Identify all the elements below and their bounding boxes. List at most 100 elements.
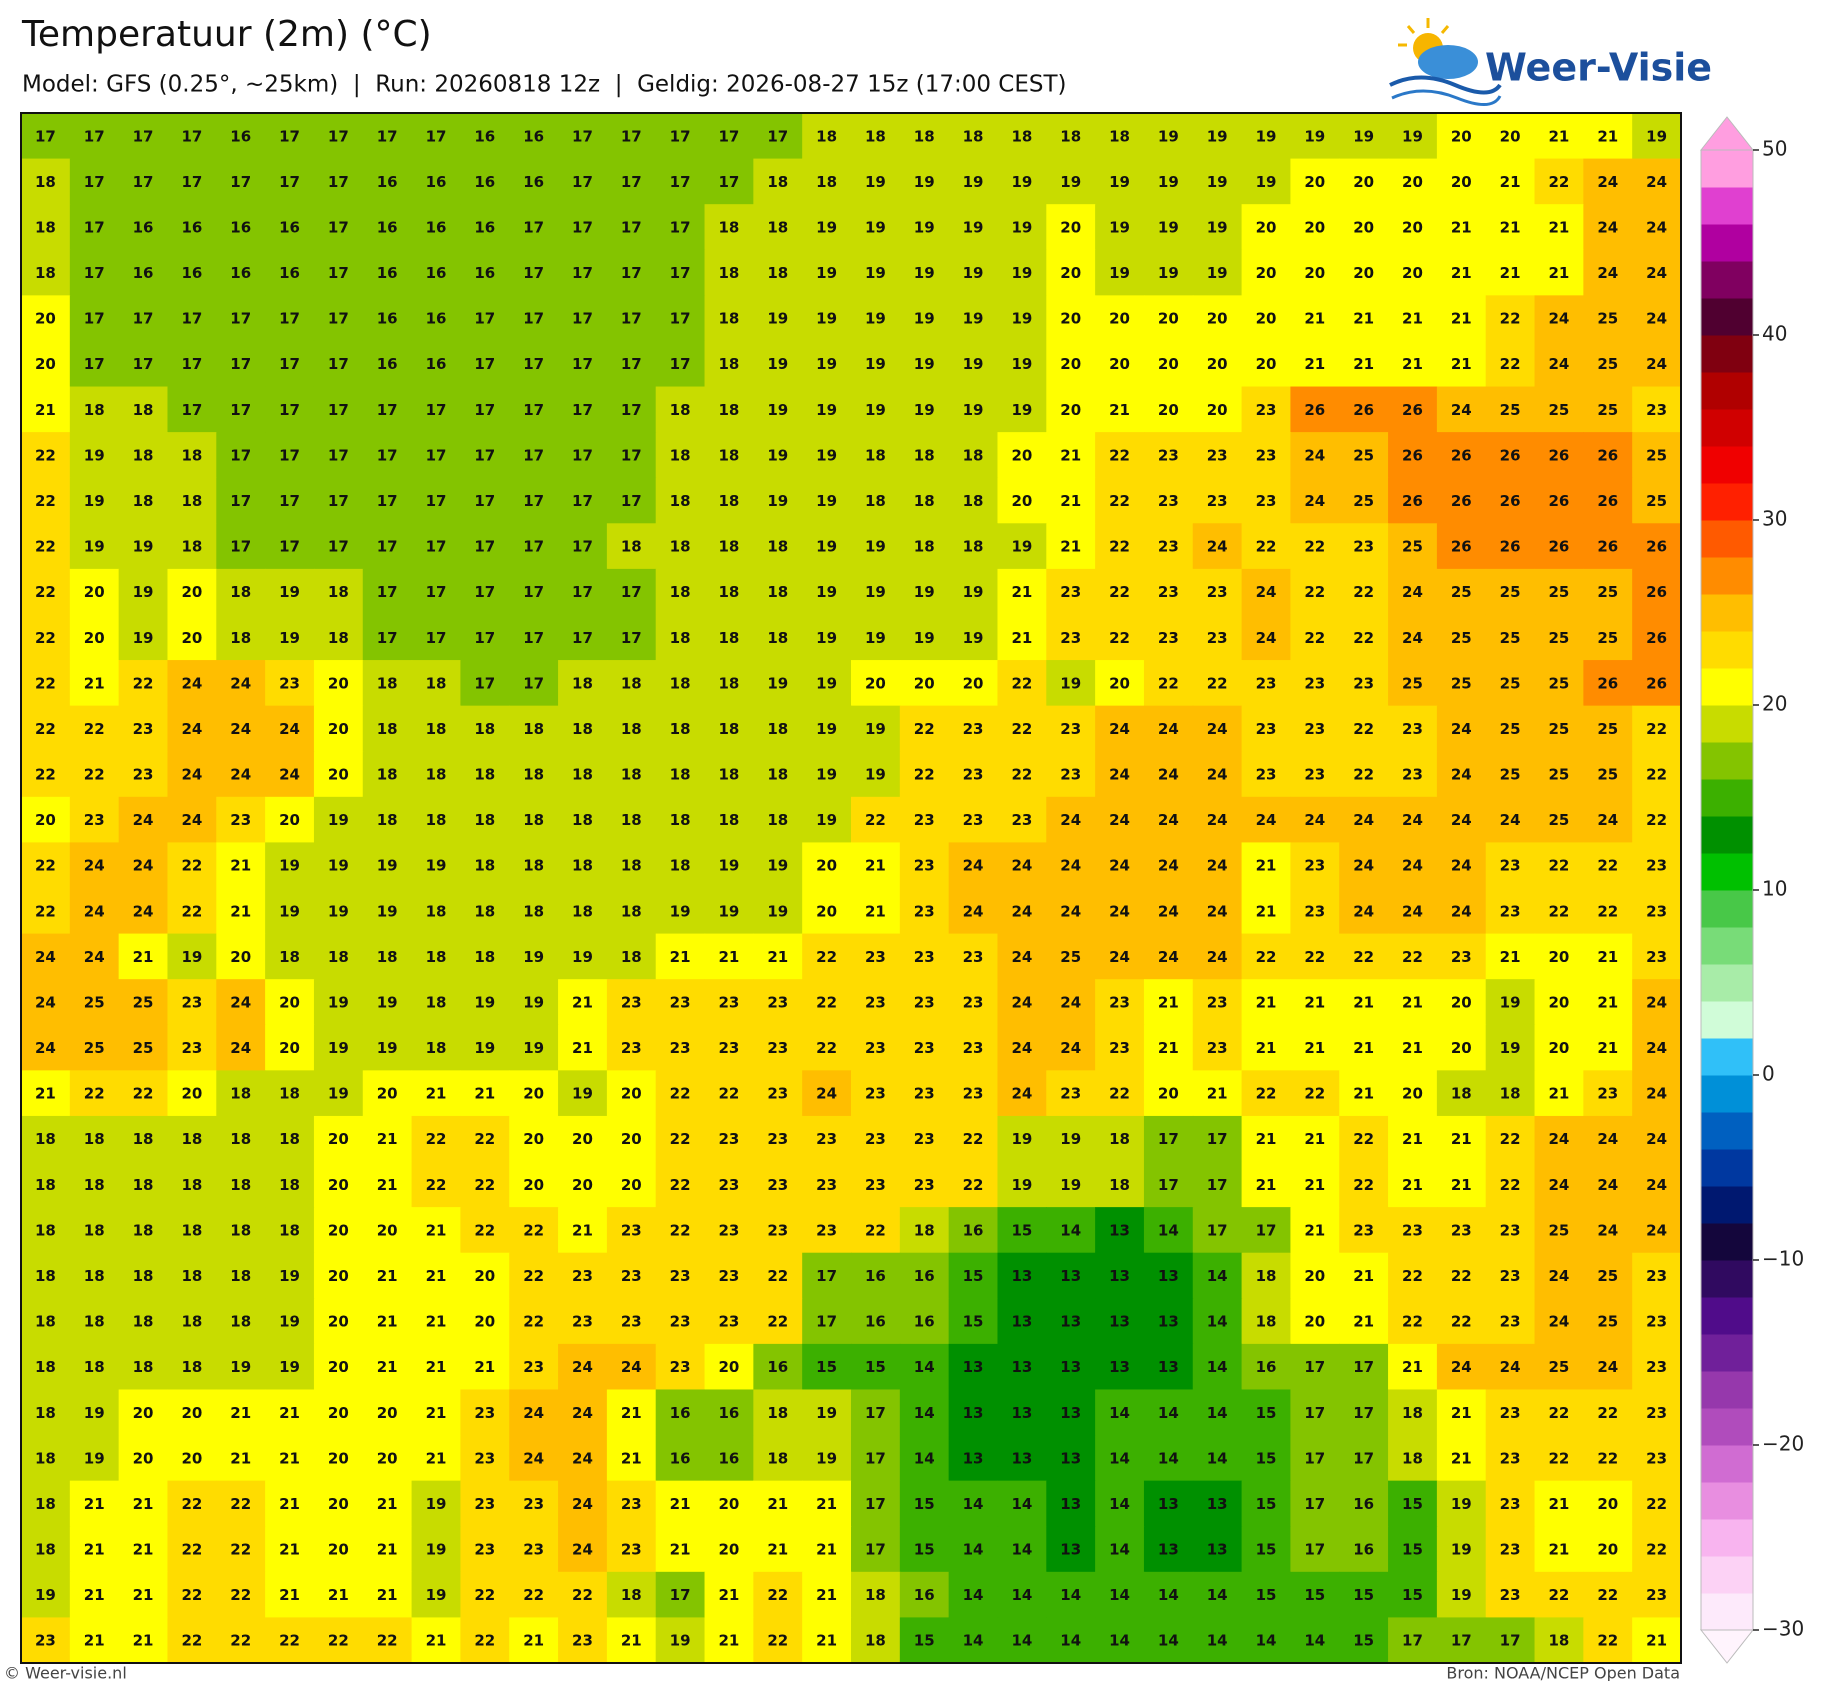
temperature-value: 21: [1549, 1085, 1570, 1103]
temperature-value: 22: [35, 766, 56, 784]
temperature-cell: [1583, 933, 1633, 980]
temperature-cell: [167, 568, 217, 616]
temperature-value: 17: [865, 1495, 886, 1513]
temperature-cell: [1436, 1526, 1487, 1573]
temperature-cell: [1436, 1343, 1487, 1391]
temperature-cell: [69, 1070, 120, 1117]
temperature-cell: [948, 614, 999, 661]
temperature-cell: [704, 1161, 754, 1208]
temperature-cell: [1632, 386, 1682, 433]
temperature-value: 25: [1549, 720, 1570, 738]
temperature-value: 25: [1500, 674, 1521, 692]
temperature-cell: [460, 113, 510, 160]
temperature-value: 23: [963, 1039, 984, 1057]
temperature-value: 19: [914, 583, 935, 601]
temperature-value: 13: [963, 1358, 984, 1376]
temperature-cell: [1534, 842, 1584, 889]
temperature-cell: [704, 842, 754, 889]
temperature-cell: [899, 523, 950, 570]
temperature-cell: [460, 1115, 510, 1163]
temperature-value: 24: [1451, 766, 1472, 784]
temperature-cell: [1436, 1617, 1487, 1664]
temperature-value: 24: [1646, 993, 1667, 1011]
temperature-cell: [69, 614, 120, 661]
temperature-value: 21: [377, 1267, 398, 1285]
temperature-cell: [265, 1115, 315, 1163]
temperature-value: 24: [1549, 1267, 1570, 1285]
temperature-cell: [1339, 158, 1389, 205]
temperature-value: 18: [133, 1267, 154, 1285]
temperature-cell: [1046, 979, 1096, 1026]
temperature-cell: [509, 1480, 559, 1527]
temperature-cell: [899, 1115, 950, 1163]
temperature-cell: [1241, 842, 1292, 889]
temperature-cell: [1290, 842, 1340, 889]
temperature-cell: [411, 1252, 462, 1299]
temperature-cell: [1339, 386, 1389, 433]
temperature-value: 22: [914, 720, 935, 738]
temperature-cell: [1290, 249, 1340, 296]
temperature-cell: [558, 979, 608, 1026]
temperature-cell: [1388, 796, 1438, 844]
temperature-cell: [1046, 1115, 1096, 1163]
temperature-value: 20: [1158, 401, 1179, 419]
temperature-value: 17: [279, 401, 300, 419]
temperature-value: 18: [523, 766, 544, 784]
temperature-cell: [753, 705, 803, 752]
temperature-value: 18: [865, 492, 886, 510]
temperature-value: 19: [1158, 218, 1179, 236]
temperature-value: 24: [1597, 264, 1618, 282]
temperature-value: 25: [133, 1039, 154, 1057]
temperature-cell: [216, 1435, 266, 1482]
temperature-cell: [167, 1526, 217, 1573]
temperature-cell: [118, 340, 169, 388]
temperature-value: 17: [523, 218, 544, 236]
temperature-cell: [1192, 386, 1243, 433]
temperature-value: 16: [181, 264, 202, 282]
temperature-cell: [1290, 1571, 1340, 1619]
temperature-value: 22: [1646, 1541, 1667, 1559]
temperature-cell: [655, 295, 706, 342]
temperature-value: 19: [963, 173, 984, 191]
temperature-cell: [1241, 477, 1292, 524]
temperature-cell: [997, 1207, 1047, 1254]
temperature-value: 21: [816, 1632, 837, 1650]
temperature-value: 14: [1256, 1632, 1277, 1650]
temperature-cell: [606, 842, 657, 889]
temperature-cell: [704, 158, 754, 205]
temperature-value: 20: [1353, 218, 1374, 236]
temperature-cell: [1534, 888, 1584, 935]
temperature-cell: [411, 1480, 462, 1527]
temperature-cell: [899, 1207, 950, 1254]
temperature-cell: [313, 295, 364, 342]
temperature-value: 22: [1597, 1449, 1618, 1467]
temperature-cell: [558, 705, 608, 752]
temperature-value: 21: [1451, 218, 1472, 236]
temperature-cell: [1485, 1207, 1536, 1254]
temperature-cell: [1192, 523, 1243, 570]
temperature-value: 24: [84, 948, 105, 966]
temperature-cell: [118, 432, 169, 479]
temperature-value: 16: [474, 264, 495, 282]
temperature-cell: [411, 660, 462, 707]
temperature-cell: [1632, 1298, 1682, 1345]
temperature-value: 25: [1597, 629, 1618, 647]
temperature-value: 17: [523, 583, 544, 601]
temperature-value: 18: [670, 583, 691, 601]
temperature-cell: [606, 979, 657, 1026]
temperature-cell: [1632, 477, 1682, 524]
temperature-cell: [1046, 523, 1096, 570]
temperature-cell: [21, 751, 71, 798]
temperature-cell: [1534, 477, 1584, 524]
temperature-value: 21: [816, 1586, 837, 1604]
temperature-value: 23: [1500, 1221, 1521, 1239]
temperature-cell: [1290, 1298, 1340, 1345]
temperature-value: 20: [133, 1449, 154, 1467]
temperature-value: 20: [1402, 264, 1423, 282]
temperature-value: 22: [1549, 1404, 1570, 1422]
temperature-value: 21: [1158, 1039, 1179, 1057]
temperature-value: 18: [670, 492, 691, 510]
temperature-value: 17: [328, 492, 349, 510]
temperature-value: 17: [230, 173, 251, 191]
temperature-cell: [265, 295, 315, 342]
